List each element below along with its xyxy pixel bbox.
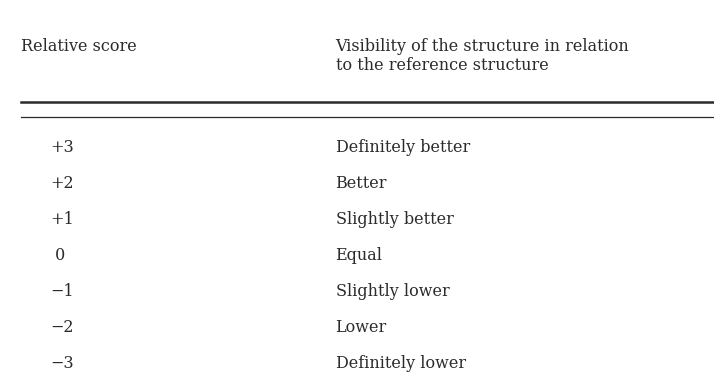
Text: Equal: Equal (336, 247, 383, 264)
Text: Lower: Lower (336, 319, 387, 336)
Text: −1: −1 (50, 283, 74, 300)
Text: Slightly better: Slightly better (336, 211, 453, 228)
Text: Relative score: Relative score (21, 38, 137, 55)
Text: −3: −3 (50, 356, 74, 372)
Text: −2: −2 (50, 319, 74, 336)
Text: Definitely lower: Definitely lower (336, 356, 466, 372)
Text: +3: +3 (50, 139, 74, 156)
Text: Definitely better: Definitely better (336, 139, 470, 156)
Text: Visibility of the structure in relation
to the reference structure: Visibility of the structure in relation … (336, 38, 629, 75)
Text: +2: +2 (50, 175, 74, 192)
Text: +1: +1 (50, 211, 74, 228)
Text: Slightly lower: Slightly lower (336, 283, 449, 300)
Text: Better: Better (336, 175, 387, 192)
Text: 0: 0 (50, 247, 65, 264)
